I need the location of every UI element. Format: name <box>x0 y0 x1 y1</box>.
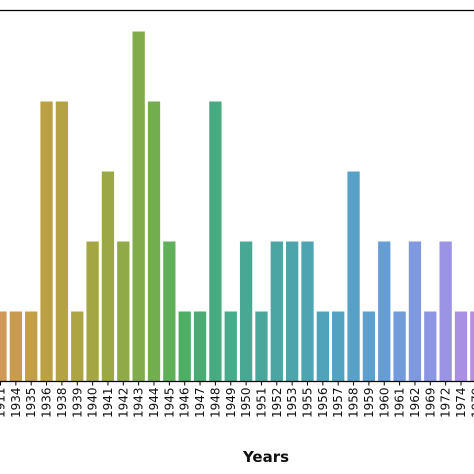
bar-1951 <box>255 311 268 382</box>
x-tick-label-1943: 1943 <box>132 388 146 419</box>
x-ticks-group: 1911 1934 1935 1936 1938 1939 1940 1941 1942 1943… <box>0 381 474 419</box>
x-tick-label-1945: 1945 <box>162 388 176 419</box>
x-tick-label-1960: 1960 <box>377 388 391 419</box>
x-tick-label-1946: 1946 <box>178 388 192 419</box>
x-tick-label-1958: 1958 <box>347 388 361 419</box>
x-tick-label-1959: 1959 <box>362 388 376 419</box>
bar-1943 <box>132 31 145 382</box>
bar-1962 <box>408 241 422 382</box>
x-tick-label-1953: 1953 <box>285 388 299 419</box>
x-tick-label-1948: 1948 <box>208 388 222 419</box>
bar-1936 <box>40 101 53 382</box>
x-tick-label-1942: 1942 <box>116 388 130 419</box>
bar-1952 <box>270 241 283 382</box>
x-tick-label-1935: 1935 <box>24 388 38 419</box>
bar-1940 <box>86 241 99 382</box>
x-tick-label-1934: 1934 <box>9 388 23 419</box>
bar-1953 <box>286 241 299 382</box>
x-tick-label-1941: 1941 <box>101 388 115 419</box>
x-axis-label: Years <box>242 448 289 466</box>
bar-1911 <box>0 311 7 382</box>
x-tick-label-1944: 1944 <box>147 388 161 419</box>
bar-1957 <box>332 311 345 382</box>
bar-1955 <box>301 241 314 382</box>
bar-1945 <box>163 241 176 382</box>
x-tick-label-1979: 1979 <box>469 388 474 419</box>
x-tick-label-1936: 1936 <box>40 388 54 419</box>
bar-1972 <box>439 241 452 382</box>
bar-1949 <box>224 311 237 382</box>
x-tick-label-1911: 1911 <box>0 388 8 419</box>
bar-1935 <box>25 311 38 382</box>
bar-1939 <box>71 311 84 382</box>
x-tick-label-1947: 1947 <box>193 388 207 419</box>
bar-1959 <box>362 311 376 382</box>
bars-group <box>0 31 474 382</box>
x-tick-label-1955: 1955 <box>301 388 315 419</box>
bar-1956 <box>316 311 329 382</box>
x-tick-label-1956: 1956 <box>316 388 330 419</box>
bar-1974 <box>454 311 468 382</box>
bar-1947 <box>193 311 207 382</box>
x-tick-label-1961: 1961 <box>393 388 407 419</box>
x-tick-label-1951: 1951 <box>254 388 268 419</box>
bar-1961 <box>393 311 406 382</box>
x-tick-label-1949: 1949 <box>224 388 238 419</box>
bar-1960 <box>378 241 391 382</box>
bar-1979 <box>470 311 474 382</box>
bar-1958 <box>347 171 360 382</box>
bar-1938 <box>55 101 69 382</box>
x-tick-label-1974: 1974 <box>454 388 468 419</box>
bar-1944 <box>147 101 161 382</box>
bar-1948 <box>209 101 222 382</box>
x-tick-label-1972: 1972 <box>439 388 453 419</box>
x-tick-label-1940: 1940 <box>86 388 100 419</box>
x-tick-label-1957: 1957 <box>331 388 345 419</box>
bar-1934 <box>9 311 22 382</box>
bar-1969 <box>424 311 437 382</box>
x-tick-label-1938: 1938 <box>55 388 69 419</box>
bar-1950 <box>239 241 253 382</box>
bar-1942 <box>117 241 130 382</box>
bar-1946 <box>178 311 191 382</box>
x-tick-label-1952: 1952 <box>270 388 284 419</box>
x-tick-label-1950: 1950 <box>239 388 253 419</box>
bar-1941 <box>101 171 115 382</box>
x-tick-label-1962: 1962 <box>408 388 422 419</box>
x-tick-label-1969: 1969 <box>423 388 437 419</box>
x-tick-label-1939: 1939 <box>70 388 84 419</box>
